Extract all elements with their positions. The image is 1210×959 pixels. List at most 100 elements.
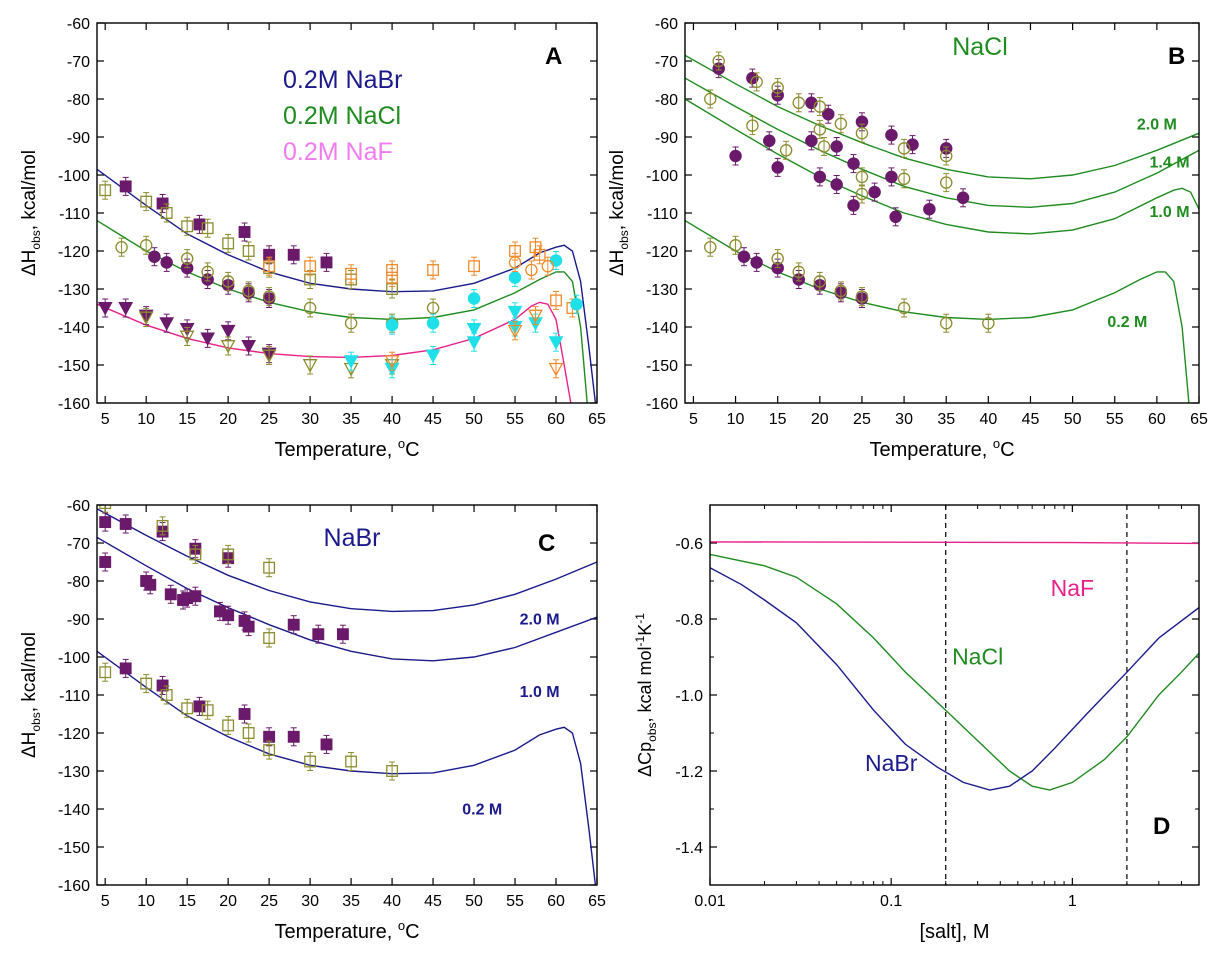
curve-label: 2.0 M <box>520 612 560 629</box>
y-tick-label: -150 <box>646 358 678 375</box>
y-tick-label: -60 <box>655 16 678 33</box>
data-point <box>178 595 189 606</box>
legend-entry: 0.2M NaCl <box>283 102 401 130</box>
data-point <box>751 257 762 268</box>
y-tick-label: -90 <box>67 130 90 147</box>
x-tick-label: 45 <box>424 893 442 910</box>
data-point <box>149 251 160 262</box>
y-tick-label: -1.4 <box>675 840 703 857</box>
curve-label: 1.0 M <box>520 684 560 701</box>
plot-frame <box>710 505 1199 885</box>
y-tick-label: -1.0 <box>675 688 703 705</box>
data-point <box>468 337 481 349</box>
curve-naf <box>710 542 1199 544</box>
x-tick-label: 50 <box>465 411 483 428</box>
panel-letter: A <box>545 43 562 70</box>
data-point <box>890 211 901 222</box>
x-tick-label: 50 <box>465 893 483 910</box>
y-tick-label: -0.6 <box>675 536 703 553</box>
x-tick-label: 5 <box>101 893 110 910</box>
series-label: NaCl <box>952 644 1003 670</box>
y-tick-label: -130 <box>646 282 678 299</box>
plot-area <box>97 169 595 403</box>
y-tick-label: -90 <box>655 130 678 147</box>
curve-0.2-m <box>685 221 1189 403</box>
curve-label: 0.2 M <box>1107 314 1147 331</box>
y-tick-label: -0.8 <box>675 612 703 629</box>
x-tick-label: 30 <box>895 411 913 428</box>
x-tick-label: 40 <box>383 411 401 428</box>
y-tick-label: -120 <box>58 244 90 261</box>
data-point <box>957 192 968 203</box>
x-tick-label: 20 <box>219 411 237 428</box>
x-tick-label: 5 <box>689 411 698 428</box>
curve-label: 2.0 M <box>1137 116 1177 133</box>
data-point <box>120 663 131 674</box>
x-tick-label: 40 <box>979 411 997 428</box>
panel-D: 0.01 0.1 1-0.6-0.8-1.0-1.2-1.4[salt], MΔCp… <box>633 505 1199 943</box>
data-point <box>288 250 299 261</box>
data-point <box>161 257 172 268</box>
y-tick-label: -80 <box>655 92 678 109</box>
data-point <box>99 303 112 315</box>
x-tick-label: 50 <box>1064 411 1082 428</box>
y-tick-label: -120 <box>58 726 90 743</box>
curve-nacl <box>710 554 1199 790</box>
curve-label: 0.2 M <box>462 802 502 819</box>
data-point <box>239 227 250 238</box>
data-point <box>814 171 825 182</box>
data-point <box>288 619 299 630</box>
data-point <box>427 318 438 329</box>
data-point <box>165 589 176 600</box>
x-axis-label: Temperature, oC <box>869 436 1014 461</box>
data-point <box>223 610 234 621</box>
data-point <box>160 318 173 330</box>
x-axis-label: Temperature, oC <box>274 918 419 943</box>
y-tick-label: -160 <box>646 396 678 413</box>
data-point <box>571 299 582 310</box>
x-tick-label: 35 <box>937 411 955 428</box>
series-label: NaF <box>1051 575 1094 601</box>
y-tick-label: -110 <box>59 206 90 223</box>
x-tick-label: 55 <box>1106 411 1124 428</box>
y-tick-label: -160 <box>58 396 90 413</box>
y-axis-label: ΔHobs, kcal/mol <box>607 150 631 276</box>
data-point <box>427 350 440 362</box>
x-tick-label: 5 <box>101 411 110 428</box>
legend-entry: 0.2M NaF <box>283 138 393 166</box>
data-point <box>264 732 275 743</box>
data-point <box>831 179 842 190</box>
y-tick-label: -80 <box>67 574 90 591</box>
y-tick-label: -100 <box>58 168 90 185</box>
panel-A: 5 10 15 20 25 30 35 40 45 50 55 60 65-60-70-80-90-10… <box>19 16 606 461</box>
x-tick-label: 10 <box>137 893 155 910</box>
x-tick-label: 0.1 <box>880 893 902 910</box>
y-tick-label: -160 <box>58 878 90 895</box>
data-point <box>550 255 561 266</box>
x-tick-label: 40 <box>383 893 401 910</box>
data-point <box>831 141 842 152</box>
y-tick-label: -140 <box>58 320 90 337</box>
y-tick-label: -110 <box>647 206 678 223</box>
data-point <box>848 200 859 211</box>
x-tick-label: 55 <box>506 411 524 428</box>
y-tick-label: -110 <box>59 688 90 705</box>
panel-title: NaBr <box>324 524 381 552</box>
data-point <box>730 150 741 161</box>
data-point <box>201 333 214 345</box>
data-point <box>194 219 205 230</box>
data-point <box>848 158 859 169</box>
y-tick-label: -150 <box>58 840 90 857</box>
y-tick-label: -70 <box>655 54 678 71</box>
data-series <box>140 309 399 378</box>
x-tick-label: 30 <box>301 893 319 910</box>
curve-label: 1.4 M <box>1150 154 1190 171</box>
data-point <box>119 303 132 315</box>
y-tick-label: -70 <box>67 536 90 553</box>
data-point <box>145 580 156 591</box>
y-axis-label: ΔCpobs, kcal mol-1K-1 <box>633 613 659 777</box>
x-tick-label: 20 <box>219 893 237 910</box>
series-label: NaBr <box>865 750 918 776</box>
